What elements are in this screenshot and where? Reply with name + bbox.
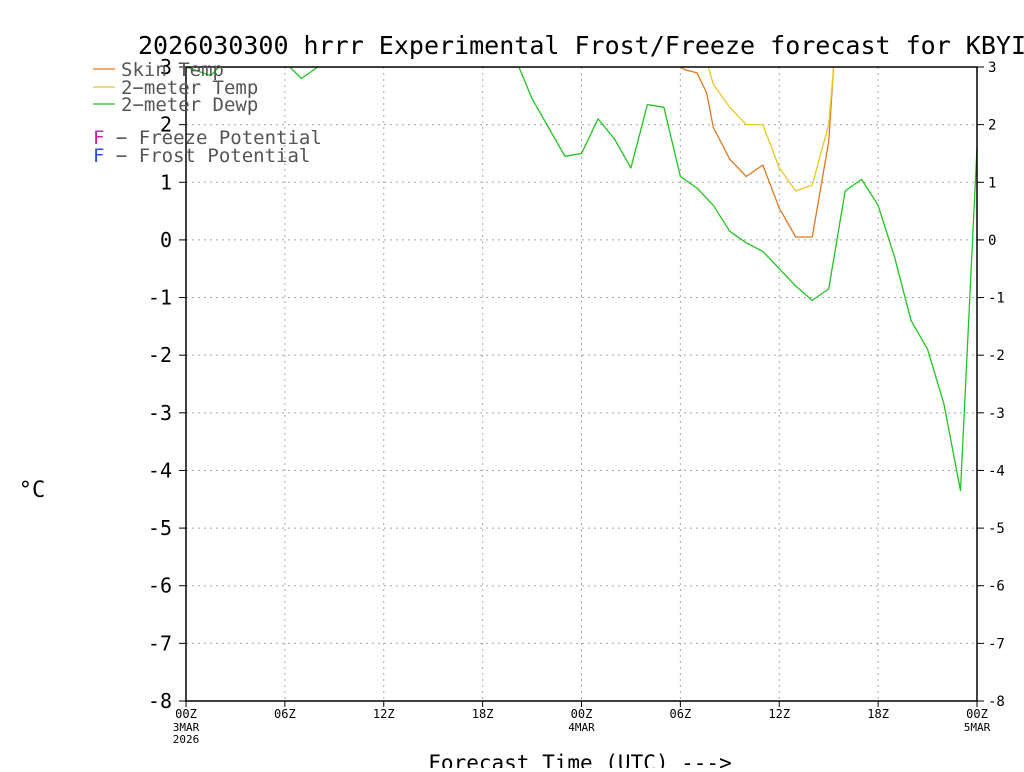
legend-marker-letter: F: [93, 127, 104, 149]
legend-marker-letter: F: [93, 145, 104, 167]
x-tick-label: 00Z: [571, 707, 593, 721]
x-tick-label: 18Z: [472, 707, 494, 721]
legend-label: 2−meter Dewp: [121, 94, 258, 116]
y-tick-label-left: 3: [160, 55, 172, 79]
y-tick-label-left: -5: [148, 516, 172, 540]
x-tick-label: 00Z: [966, 707, 988, 721]
series-line-skin-temp: [680, 67, 835, 238]
y-tick-label-right: 0: [988, 233, 996, 249]
x-tick-sublabel: 3MAR: [173, 721, 200, 734]
y-tick-label-left: -2: [148, 343, 172, 367]
y-tick-label-right: 2: [988, 118, 996, 134]
y-tick-label-right: -8: [988, 694, 1005, 710]
x-tick-label: 06Z: [274, 707, 296, 721]
x-tick-sublabel: 2026: [173, 733, 200, 746]
axes: -8 -8 -7 -7 -6 -6 -5 -5 -4 -4 -3 -3 -2 -2 -1 -1 0 0 1 1 2 2 3 3…: [148, 55, 1005, 746]
y-tick-label-left: 0: [160, 228, 172, 252]
y-tick-label-right: -1: [988, 291, 1005, 307]
y-tick-label-right: -2: [988, 348, 1005, 364]
x-tick-label: 12Z: [373, 707, 395, 721]
legend-label: 2−meter Temp: [121, 77, 258, 99]
y-tick-label-right: -3: [988, 406, 1005, 422]
x-tick-sublabel: 5MAR: [964, 721, 991, 734]
y-tick-label-left: -8: [148, 689, 172, 713]
y-axis-label: °C: [19, 478, 46, 503]
y-tick-label-right: 3: [988, 60, 996, 76]
y-tick-label-right: -5: [988, 521, 1005, 537]
y-tick-label-left: -6: [148, 574, 172, 598]
y-tick-label-right: -7: [988, 636, 1005, 652]
y-tick-label-left: 2: [160, 113, 172, 137]
x-tick-label: 06Z: [670, 707, 692, 721]
x-tick-label: 12Z: [768, 707, 790, 721]
y-tick-label-right: -4: [988, 463, 1005, 479]
legend-label: Skin Temp: [121, 59, 224, 81]
legend-label: F − Freeze Potential: [93, 127, 322, 149]
grid-lines: [186, 67, 977, 701]
y-tick-label-left: -4: [148, 458, 172, 482]
y-tick-label-left: -7: [148, 631, 172, 655]
series-line-2-meter-dewp: [186, 67, 977, 492]
x-tick-sublabel: 4MAR: [568, 721, 595, 734]
x-tick-label: 18Z: [867, 707, 889, 721]
x-axis-label: Forecast Time (UTC) --->: [428, 751, 731, 768]
legend-marker-text: − Frost Potential: [104, 145, 310, 167]
legend-label: F − Frost Potential: [93, 145, 310, 167]
legend-marker-text: − Freeze Potential: [104, 127, 321, 149]
y-tick-label-left: -3: [148, 401, 172, 425]
y-tick-label-right: -6: [988, 579, 1005, 595]
series-lines: [186, 67, 977, 492]
chart-title: 2026030300 hrrr Experimental Frost/Freez…: [138, 31, 1024, 60]
y-tick-label-left: 1: [160, 170, 172, 194]
y-tick-label-left: -1: [148, 286, 172, 310]
x-tick-label: 00Z: [175, 707, 197, 721]
y-tick-label-right: 1: [988, 175, 996, 191]
series-line-2-meter-temp: [707, 67, 835, 192]
